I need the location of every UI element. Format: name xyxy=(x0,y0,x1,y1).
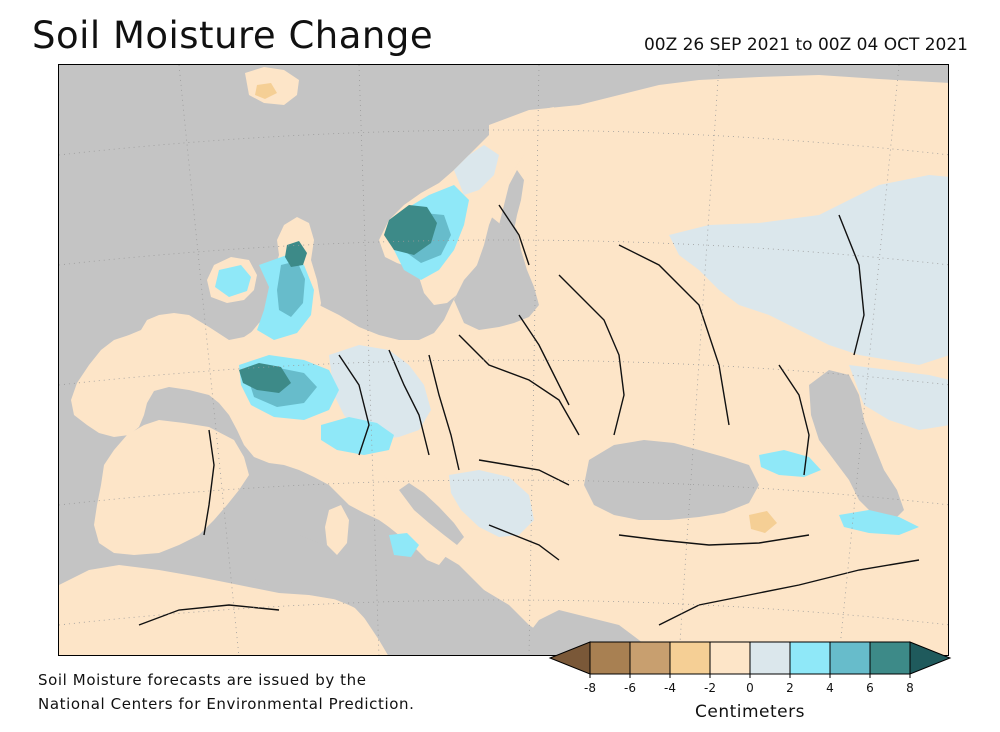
europe-map xyxy=(59,65,948,655)
neutral-zone-russia-east xyxy=(669,175,948,365)
credit-note: Soil Moisture forecasts are issued by th… xyxy=(38,668,415,716)
legend-bin--6-to--4 xyxy=(629,641,671,675)
legend-tick-label: -8 xyxy=(584,681,596,695)
legend-tick-label: 8 xyxy=(906,681,914,695)
legend-bin--4-to--2 xyxy=(669,641,711,675)
legend-tick-label: 4 xyxy=(826,681,834,695)
wet-mid-britain xyxy=(277,261,305,317)
legend-bin--2-to-0 xyxy=(709,641,751,675)
legend-bin-2-to-4 xyxy=(789,641,831,675)
wet-zone-caucasus xyxy=(759,450,821,477)
legend-arrow-above xyxy=(909,641,952,675)
legend-tick-label: 2 xyxy=(786,681,794,695)
wet-zone-italy-south xyxy=(389,533,419,557)
credit-line-1: Soil Moisture forecasts are issued by th… xyxy=(38,671,367,689)
wet-zone-ireland xyxy=(215,265,251,297)
wet-zone-turkey-east xyxy=(839,510,919,535)
wet-heavy-france xyxy=(239,363,291,393)
graticule xyxy=(59,65,948,655)
dry-zone-iceland xyxy=(255,83,277,99)
adriatic-sea xyxy=(399,483,464,545)
legend-unit: Centimeters xyxy=(695,702,805,722)
neutral-zone-norway-north xyxy=(454,145,499,195)
legend-bin-0-to-2 xyxy=(749,641,791,675)
neutral-zone-central-europe xyxy=(329,345,431,440)
wet-heavy-scotland xyxy=(285,241,307,267)
map-title: Soil Moisture Change xyxy=(32,14,434,57)
mediterranean-sea xyxy=(229,535,576,655)
caspian-sea xyxy=(809,370,904,520)
country-borders xyxy=(138,204,920,626)
valid-period: 00Z 26 SEP 2021 to 00Z 04 OCT 2021 xyxy=(643,35,968,55)
wet-heavy-norway xyxy=(384,205,437,255)
dry-zone-south-russia xyxy=(749,511,777,533)
legend-colorbar: -8 -6 -4 -2 0 2 4 6 8 xyxy=(548,641,952,695)
black-sea xyxy=(584,440,759,520)
neutral-zone-kazakhstan xyxy=(849,365,948,430)
legend-tick-label: -6 xyxy=(624,681,636,695)
credit-line-2: National Centers for Environmental Predi… xyxy=(38,695,415,713)
land-iberia xyxy=(94,420,249,555)
land-italy xyxy=(327,460,447,565)
baltic-sea xyxy=(454,215,539,330)
legend-tick-label: 0 xyxy=(746,681,754,695)
land-sardinia xyxy=(325,505,349,555)
legend-tick-label: -2 xyxy=(704,681,716,695)
neutral-zone-balkans xyxy=(449,470,534,537)
legend-bin-6-to-8 xyxy=(869,641,911,675)
land-finland xyxy=(509,135,579,237)
legend-tick-label: 6 xyxy=(866,681,874,695)
wet-zone-alps xyxy=(321,417,394,455)
color-legend: -8 -6 -4 -2 0 2 4 6 8 Centimeters xyxy=(548,640,952,724)
legend-tick-label: -4 xyxy=(664,681,676,695)
legend-bin-4-to-6 xyxy=(829,641,871,675)
legend-bin--8-to--6 xyxy=(589,641,631,675)
map-panel xyxy=(58,64,949,656)
legend-arrow-below xyxy=(548,641,591,675)
